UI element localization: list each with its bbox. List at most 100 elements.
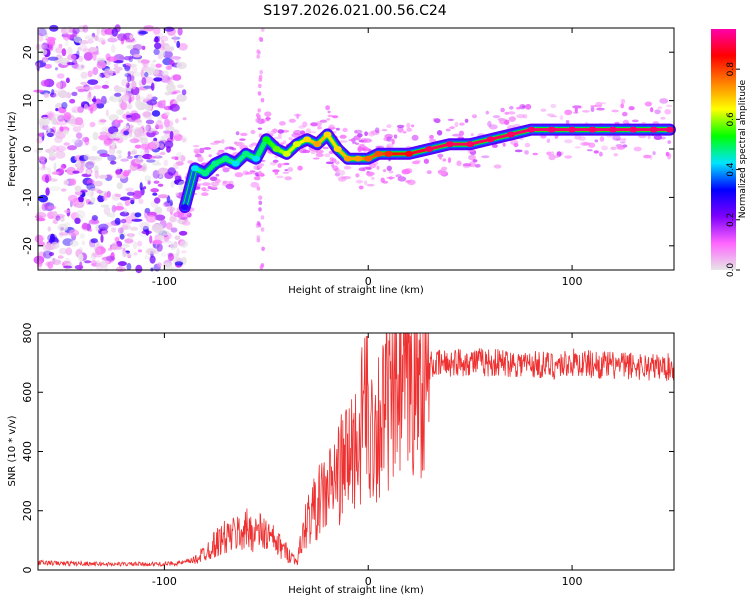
noise-blob (153, 68, 160, 77)
snr-series-line (37, 332, 675, 568)
noise-blob (157, 169, 167, 176)
noise-blob (47, 233, 58, 243)
noise-blob (84, 260, 92, 264)
halo-blob (442, 158, 447, 162)
noise-blob (120, 218, 127, 224)
halo-blob (596, 107, 605, 111)
halo-blob (590, 105, 599, 107)
spectrogram-ridge (178, 123, 676, 214)
noise-blob (82, 136, 90, 143)
noise-blob (65, 247, 73, 256)
halo-blob (594, 139, 599, 143)
noise-blob (167, 253, 174, 262)
noise-blob (126, 114, 132, 118)
halo-blob (225, 183, 234, 190)
ridge-point (486, 136, 495, 143)
ridge-point (333, 146, 342, 152)
snr-y-axis-label: SNR (10 * v/v) (7, 415, 18, 486)
halo-blob (203, 147, 212, 150)
halo-blob (454, 121, 459, 128)
halo-blob (487, 121, 492, 127)
noise-blob (119, 55, 124, 60)
ridge-point (221, 155, 230, 162)
noise-blob (116, 150, 122, 154)
halo-blob (546, 151, 552, 156)
noise-blob (114, 92, 122, 97)
halo-blob (234, 141, 238, 145)
halo-blob (365, 171, 375, 176)
halo-blob (397, 176, 407, 182)
halo-blob (197, 156, 204, 163)
noise-blob (163, 201, 170, 208)
noise-blob (56, 119, 68, 126)
noise-blob (155, 120, 163, 129)
noise-blob (150, 188, 159, 193)
noise-blob (143, 186, 147, 190)
noise-blob (126, 191, 135, 196)
noise-blob (257, 91, 262, 96)
noise-blob (87, 79, 99, 85)
noise-blob (178, 230, 188, 236)
halo-blob (386, 136, 393, 142)
noise-blob (71, 138, 79, 144)
ridge-point (608, 126, 617, 133)
noise-blob (107, 37, 118, 43)
noise-blob (56, 81, 67, 89)
noise-blob (108, 212, 116, 218)
noise-blob (124, 207, 128, 214)
halo-blob (348, 139, 355, 142)
noise-blob (113, 63, 119, 68)
noise-blob (39, 116, 51, 126)
noise-blob (86, 169, 91, 175)
noise-blob (57, 223, 69, 232)
halo-blob (633, 146, 642, 152)
spectrogram-y-axis-label: Frequency (Hz) (7, 111, 18, 187)
spectrogram-y-tick-label: 20 (21, 45, 34, 59)
noise-blob (258, 207, 262, 212)
colorbar-label: Normalized spectral amplitude (738, 79, 748, 218)
ridge-point (405, 150, 413, 157)
noise-blob (73, 35, 82, 43)
noise-blob (140, 69, 144, 78)
halo-blob (532, 152, 539, 156)
halo-blob (193, 148, 200, 154)
halo-blob (621, 138, 627, 142)
noise-blob (129, 48, 140, 56)
halo-blob (600, 102, 606, 105)
ridge-point (241, 150, 250, 157)
halo-blob (429, 134, 434, 140)
halo-blob (310, 122, 318, 127)
noise-blob (160, 39, 165, 48)
noise-blob (48, 252, 55, 256)
noise-blob (79, 261, 83, 271)
noise-blob (50, 241, 60, 250)
halo-blob (449, 126, 455, 129)
noise-blob (151, 110, 161, 117)
noise-blob (38, 132, 44, 137)
halo-blob (266, 131, 273, 133)
noise-blob (78, 40, 89, 45)
noise-blob (157, 183, 164, 187)
noise-blob (119, 233, 125, 240)
halo-blob (228, 146, 235, 150)
noise-blob (111, 242, 118, 251)
noise-blob (105, 53, 111, 61)
noise-blob (34, 234, 44, 243)
noise-blob (174, 175, 182, 182)
noise-blob (152, 192, 158, 196)
noise-blob (165, 65, 172, 70)
noise-blob (101, 84, 109, 89)
noise-blob (116, 182, 123, 190)
halo-blob (581, 110, 590, 113)
halo-blob (365, 166, 372, 169)
noise-blob (81, 222, 89, 230)
noise-blob (175, 161, 184, 166)
noise-blob (132, 241, 138, 250)
halo-blob (643, 154, 652, 159)
halo-blob (504, 111, 510, 115)
noise-blob (121, 79, 128, 87)
noise-blob (114, 236, 120, 243)
halo-blob (659, 98, 669, 104)
noise-blob (145, 124, 152, 132)
noise-blob (75, 132, 83, 140)
